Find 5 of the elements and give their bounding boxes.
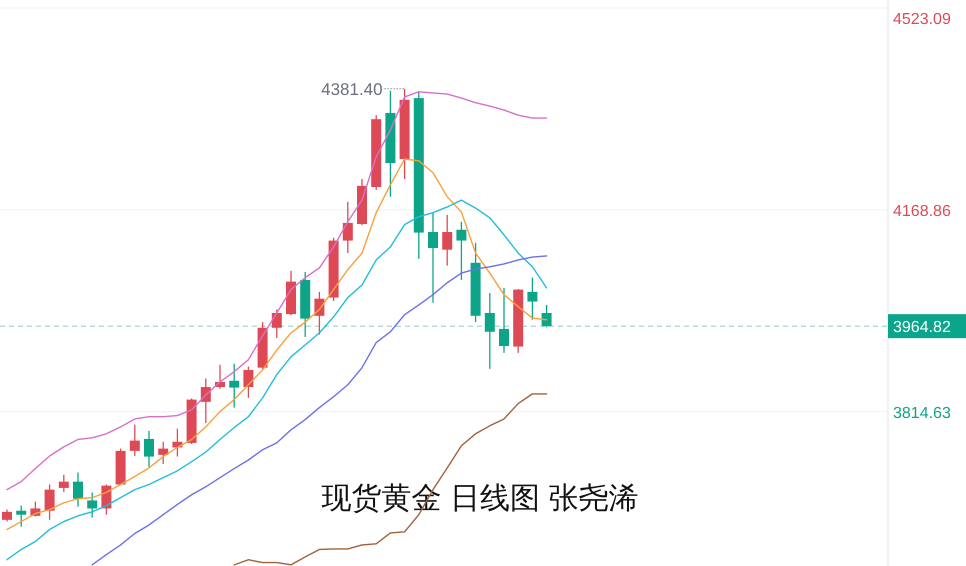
annotation: 4381.40 [321,80,383,99]
y-tick-label: 4168.86 [893,202,951,220]
y-tick-label: 3814.63 [893,404,951,422]
y-tick-label: 4523.09 [893,11,951,28]
ref-line-label: 3964.82 [893,319,951,336]
